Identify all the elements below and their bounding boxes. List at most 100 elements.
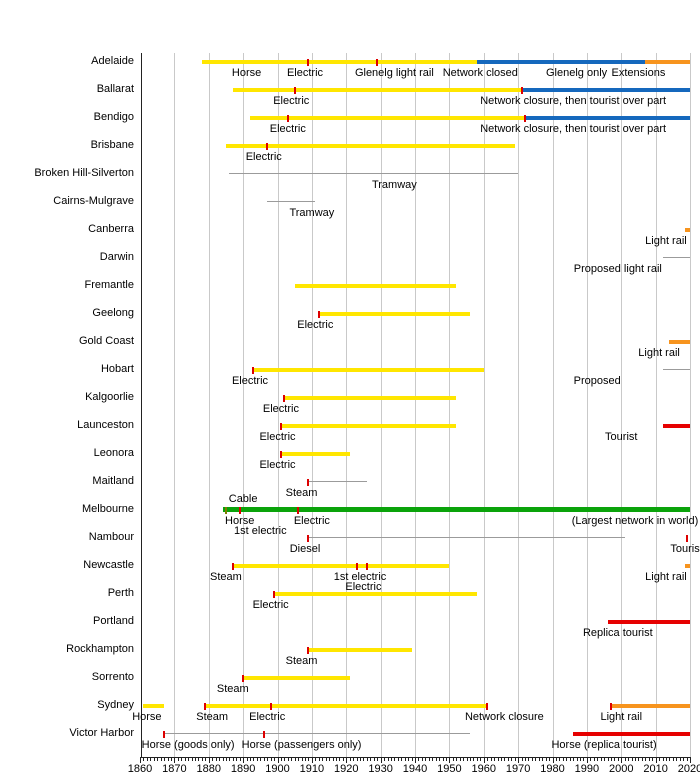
axis-minor-tick xyxy=(325,758,327,761)
axis-major-tick xyxy=(243,758,245,763)
row-label: Rockhampton xyxy=(66,643,134,655)
event-tick xyxy=(486,703,489,710)
event-tick xyxy=(307,647,310,654)
event-tick xyxy=(163,731,166,738)
axis-minor-tick xyxy=(222,758,224,761)
axis-minor-tick xyxy=(250,758,251,761)
axis-minor-tick xyxy=(576,758,578,761)
axis-minor-tick xyxy=(535,758,537,761)
axis-minor-tick xyxy=(648,758,650,761)
axis-tick-label: 1980 xyxy=(540,763,565,775)
bar-segment-tourist xyxy=(573,732,690,736)
annotation: Light rail xyxy=(600,711,643,723)
bar-segment-operating xyxy=(280,424,457,428)
event-tick xyxy=(293,87,296,94)
row-label: Kalgoorlie xyxy=(85,391,134,403)
axis-minor-tick xyxy=(263,758,265,761)
bar-segment-minor xyxy=(308,481,367,482)
event-tick xyxy=(685,535,688,542)
row-label: Gold Coast xyxy=(78,335,134,347)
row-label: Melbourne xyxy=(82,503,134,515)
axis-minor-tick xyxy=(580,758,581,761)
axis-minor-tick xyxy=(384,758,386,761)
axis-minor-tick xyxy=(401,758,403,761)
axis-minor-tick xyxy=(191,758,193,761)
axis-minor-tick xyxy=(366,758,368,761)
annotation: Steam xyxy=(210,571,242,583)
axis-minor-tick xyxy=(274,758,276,761)
gridline xyxy=(380,53,382,757)
bar-segment-operating xyxy=(280,452,350,456)
axis-minor-tick xyxy=(531,758,533,761)
axis-minor-tick xyxy=(390,758,392,761)
gridline xyxy=(552,53,554,757)
annotation: 1st electric xyxy=(234,525,287,537)
annotation: Horse xyxy=(231,67,262,79)
axis-minor-tick xyxy=(442,758,444,761)
event-tick xyxy=(204,703,207,710)
row-label: Geelong xyxy=(92,307,134,319)
annotation: Electric xyxy=(249,711,286,723)
axis-minor-tick xyxy=(549,758,551,761)
gridline xyxy=(586,53,588,757)
axis-minor-tick xyxy=(353,758,355,761)
bar-segment-operating xyxy=(284,396,457,400)
axis-minor-tick xyxy=(349,758,351,761)
bar-segment-closed xyxy=(525,116,690,120)
axis-major-tick xyxy=(621,758,623,763)
bar-segment-minor xyxy=(267,201,316,202)
axis-minor-tick xyxy=(284,758,286,761)
axis-minor-tick xyxy=(291,758,293,761)
axis-minor-tick xyxy=(528,758,530,761)
axis-minor-tick xyxy=(610,758,612,761)
axis-minor-tick xyxy=(686,758,688,761)
gridline xyxy=(690,53,691,757)
bar-segment-lightrail xyxy=(684,228,690,232)
gridline xyxy=(415,53,416,757)
axis-minor-tick xyxy=(280,758,282,761)
axis-minor-tick xyxy=(373,758,375,761)
annotation: Electric xyxy=(269,123,306,135)
annotation: Tourist xyxy=(670,543,700,555)
axis-tick-label: 1890 xyxy=(230,763,256,775)
gridline xyxy=(311,53,313,757)
bar-segment-lightrail xyxy=(669,340,690,344)
annotation: Electric xyxy=(273,95,310,107)
event-tick xyxy=(242,675,245,682)
bar-segment-operating xyxy=(318,312,470,316)
annotation: Electric xyxy=(345,581,382,593)
event-tick xyxy=(279,423,282,430)
annotation: Light rail xyxy=(638,347,680,359)
axis-tick-label: 1950 xyxy=(437,763,462,775)
axis-minor-tick xyxy=(569,758,571,761)
axis-minor-tick xyxy=(641,758,643,761)
axis-tick-label: 2010 xyxy=(643,763,668,775)
row-label: Ballarat xyxy=(96,83,134,95)
axis-minor-tick xyxy=(628,758,630,761)
axis-minor-tick xyxy=(497,758,499,761)
axis-major-tick xyxy=(140,758,141,763)
bar-segment-lightrail xyxy=(645,60,690,64)
gridline xyxy=(277,53,279,757)
axis-minor-tick xyxy=(146,758,148,761)
annotation: Electric xyxy=(293,515,330,527)
bar-segment-operating xyxy=(205,704,488,708)
axis-minor-tick xyxy=(212,758,214,761)
annotation: Light rail xyxy=(645,235,687,247)
axis-minor-tick xyxy=(219,758,221,761)
row-label: Launceston xyxy=(77,419,134,431)
event-tick xyxy=(355,563,358,570)
axis-minor-tick xyxy=(425,758,427,761)
axis-minor-tick xyxy=(408,758,410,761)
event-tick xyxy=(231,563,234,570)
axis-minor-tick xyxy=(177,758,179,761)
axis-tick-label: 1870 xyxy=(162,763,187,775)
bar-segment-lightrail xyxy=(610,704,690,708)
axis-minor-tick xyxy=(521,758,523,761)
axis-major-tick xyxy=(380,758,382,763)
axis-minor-tick xyxy=(604,758,606,761)
annotation: Tramway xyxy=(289,207,335,219)
annotation: Proposed xyxy=(573,375,621,387)
event-tick xyxy=(286,115,289,122)
axis-minor-tick xyxy=(298,758,300,761)
